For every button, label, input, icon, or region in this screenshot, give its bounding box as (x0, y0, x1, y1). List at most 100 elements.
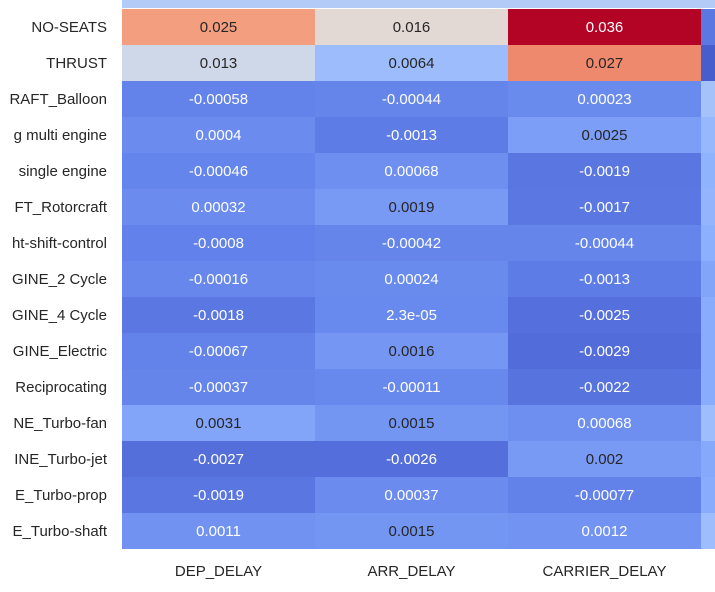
row-label: E_Turbo-shaft (13, 523, 108, 540)
heatmap-cell (508, 513, 701, 549)
heatmap-cell (122, 441, 315, 477)
heatmap-cell (122, 153, 315, 189)
heatmap-cell (701, 45, 715, 81)
heatmap-cell (508, 9, 701, 45)
heatmap-cell (701, 441, 715, 477)
cell-value-label: 0.0015 (389, 415, 435, 432)
heatmap-cell (315, 441, 508, 477)
row-label: g multi engine (14, 127, 107, 144)
cell-value-label: 0.0019 (389, 199, 435, 216)
row-label: single engine (19, 163, 107, 180)
cell-value-label: 0.0031 (196, 415, 242, 432)
cell-value-label: -0.0008 (193, 235, 244, 252)
column-label: DEP_DELAY (175, 563, 262, 580)
cell-value-label: 0.027 (586, 55, 624, 72)
heatmap-cell (508, 369, 701, 405)
row-label: ht-shift-control (12, 235, 107, 252)
heatmap-cell (122, 9, 315, 45)
row-label: GINE_4 Cycle (12, 307, 107, 324)
heatmap-cell (315, 513, 508, 549)
cell-value-label: 0.025 (200, 19, 238, 36)
row-label: GINE_Electric (13, 343, 108, 360)
heatmap-cell (315, 261, 508, 297)
cell-value-label: -0.0013 (386, 127, 437, 144)
cell-value-label: 0.0025 (582, 127, 628, 144)
cell-value-label: -0.0026 (386, 451, 437, 468)
heatmap-cell (701, 261, 715, 297)
cell-value-label: -0.00042 (382, 235, 441, 252)
heatmap-cell (508, 441, 701, 477)
heatmap-cell (122, 81, 315, 117)
heatmap-cell (315, 297, 508, 333)
heatmap-cell (315, 153, 508, 189)
cell-value-label: -0.00044 (382, 91, 441, 108)
heatmap-cell (701, 477, 715, 513)
heatmap-cell (315, 189, 508, 225)
heatmap-cell (122, 477, 315, 513)
cell-value-label: -0.0019 (193, 487, 244, 504)
heatmap-cell (508, 225, 701, 261)
heatmap-cell (122, 297, 315, 333)
heatmap-cell-labels: 0.025 0.016 0.036 0.013 0.0064 0.027 -0.00058 -… (189, 19, 634, 540)
heatmap-cell (315, 477, 508, 513)
heatmap-cell (701, 297, 715, 333)
heatmap-cell (701, 9, 715, 45)
heatmap-cell (122, 189, 315, 225)
heatmap-cell (315, 117, 508, 153)
cell-value-label: -0.00044 (575, 235, 634, 252)
cell-value-label: 0.00068 (384, 163, 438, 180)
heatmap-cell (701, 369, 715, 405)
heatmap-cell (701, 225, 715, 261)
heatmap-cell (315, 405, 508, 441)
column-label: CARRIER_DELAY (543, 563, 667, 580)
cell-value-label: 0.0015 (389, 523, 435, 540)
heatmap-cell (508, 117, 701, 153)
row-label: INE_Turbo-jet (14, 451, 108, 468)
cell-value-label: 0.036 (586, 19, 624, 36)
heatmap-cell (122, 225, 315, 261)
cell-value-label: 0.00032 (191, 199, 245, 216)
heatmap-cell (508, 405, 701, 441)
heatmap-cell (122, 117, 315, 153)
heatmap-cell (701, 513, 715, 549)
cell-value-label: -0.0018 (193, 307, 244, 324)
heatmap-cell (508, 45, 701, 81)
heatmap-cell (508, 477, 701, 513)
heatmap-cell (508, 81, 701, 117)
cell-value-label: 2.3e-05 (386, 307, 437, 324)
heatmap-cell (508, 153, 701, 189)
cell-value-label: 0.0064 (389, 55, 435, 72)
heatmap-cell (315, 81, 508, 117)
heatmap-cell (701, 153, 715, 189)
cell-value-label: -0.0022 (579, 379, 630, 396)
cell-value-label: -0.00067 (189, 343, 248, 360)
heatmap-top-strip (122, 0, 715, 8)
heatmap-cell (122, 333, 315, 369)
row-label: FT_Rotorcraft (14, 199, 107, 216)
heatmap-cell (315, 9, 508, 45)
cell-value-label: -0.00046 (189, 163, 248, 180)
heatmap-cell (701, 189, 715, 225)
cell-value-label: -0.00016 (189, 271, 248, 288)
cell-value-label: 0.00023 (577, 91, 631, 108)
heatmap-cell (122, 369, 315, 405)
cell-value-label: -0.00011 (382, 379, 440, 396)
cell-value-label: -0.0019 (579, 163, 630, 180)
cell-value-label: 0.0004 (196, 127, 242, 144)
heatmap-cell (315, 369, 508, 405)
cell-value-label: -0.00037 (189, 379, 248, 396)
heatmap-cell (701, 333, 715, 369)
cell-value-label: 0.0011 (196, 523, 241, 540)
row-label: GINE_2 Cycle (12, 271, 107, 288)
row-label: E_Turbo-prop (15, 487, 107, 504)
row-label: RAFT_Balloon (9, 91, 107, 108)
row-label: NO-SEATS (31, 19, 107, 36)
cell-value-label: -0.00077 (575, 487, 634, 504)
heatmap-cell (701, 117, 715, 153)
cell-value-label: -0.0029 (579, 343, 630, 360)
heatmap-cell (508, 189, 701, 225)
row-label: Reciprocating (15, 379, 107, 396)
row-label: NE_Turbo-fan (13, 415, 107, 432)
